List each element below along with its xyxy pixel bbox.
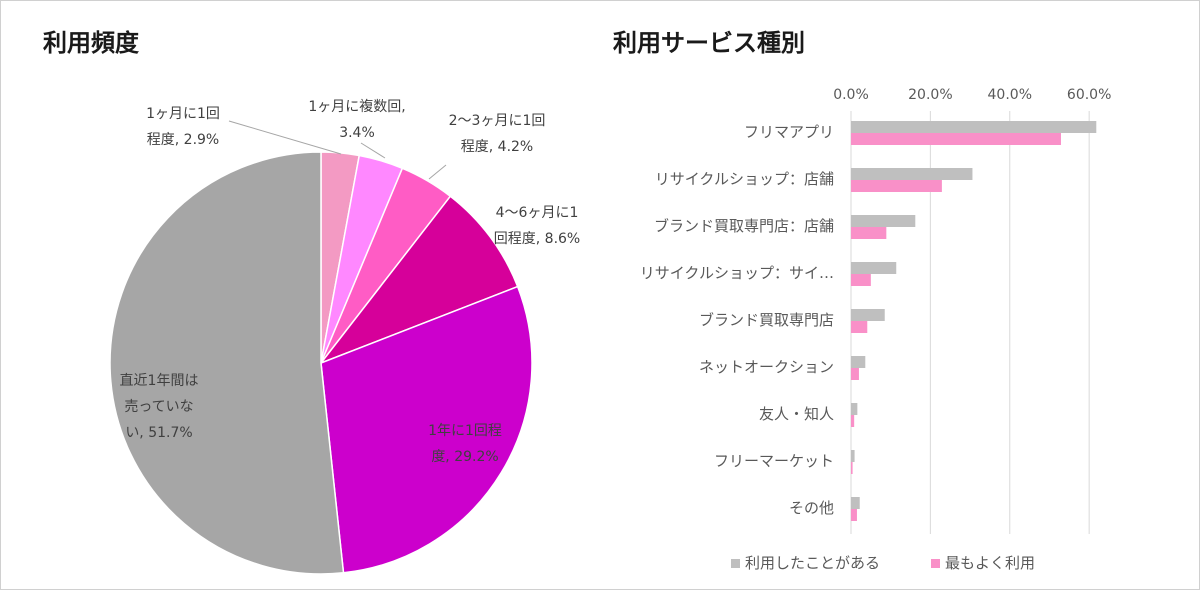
category-label: 友人・知人: [759, 405, 834, 423]
x-tick-label: 0.0%: [833, 87, 869, 103]
legend-label: 利用したことがある: [745, 554, 880, 572]
bar: [851, 309, 885, 321]
bar: [851, 274, 871, 286]
pie-slice: [320, 285, 533, 574]
bar: [851, 450, 855, 462]
bar: [851, 321, 868, 333]
pie-slice-label: 1年に1回程度, 29.2%: [428, 423, 502, 465]
pie-slice-label: 1ヶ月に複数回, 3.4%: [308, 98, 405, 141]
bar: [851, 415, 855, 427]
x-tick-label: 40.0%: [988, 87, 1032, 103]
pie-leader-line: [428, 164, 447, 180]
x-tick-label: 20.0%: [908, 87, 952, 103]
bar: [851, 121, 1097, 133]
category-label: リサイクルショップ：店舗: [655, 170, 834, 188]
bar: [851, 497, 860, 509]
pie-slice-label: 1ヶ月に1回程度, 2.9%: [146, 106, 220, 148]
bar: [851, 509, 857, 521]
bar: [851, 462, 853, 474]
bar: [851, 168, 973, 180]
pie-slice: [109, 151, 345, 575]
category-label: ブランド買取専門店：店舗: [654, 217, 834, 235]
bar-chart: 0.0% 20.0% 40.0% 60.0%フリマアプリリサイクルショップ：店舗ブラン…: [640, 87, 1112, 572]
pie-chart-title: 利用頻度: [43, 29, 139, 57]
legend-label: 最もよく利用: [945, 554, 1035, 572]
category-label: その他: [789, 499, 834, 517]
bar: [851, 227, 887, 239]
legend-swatch: [931, 559, 940, 568]
pie-leader-line: [228, 120, 342, 155]
category-label: フリーマーケット: [714, 452, 834, 470]
pie-slice-label: 直近1年間は売っていない, 51.7%: [120, 372, 199, 441]
bar: [851, 180, 942, 192]
pie-leader-line: [360, 142, 386, 159]
x-tick-label: 60.0%: [1067, 87, 1111, 103]
pie-slice: [318, 195, 519, 365]
category-label: リサイクルショップ：サイ…: [640, 264, 834, 282]
pie-slice-label: 2〜3ヶ月に1回程度, 4.2%: [449, 113, 546, 155]
category-label: ブランド買取専門店: [699, 311, 834, 329]
legend-swatch: [731, 559, 740, 568]
bar: [851, 356, 866, 368]
bar: [851, 403, 858, 415]
pie-slice-label: 4〜6ヶ月に1 回程度, 8.6%: [494, 205, 580, 247]
bar-chart-title: 利用サービス種別: [613, 29, 805, 57]
bar: [851, 215, 916, 227]
bar: [851, 368, 859, 380]
category-label: ネットオークション: [699, 358, 834, 376]
category-label: フリマアプリ: [744, 123, 834, 141]
bar: [851, 133, 1061, 145]
bar: [851, 262, 897, 274]
pie-chart: 1ヶ月に1回程度, 2.9% 1ヶ月に複数回, 3.4% 2〜3ヶ月に1回程度, 4.…: [109, 98, 580, 575]
